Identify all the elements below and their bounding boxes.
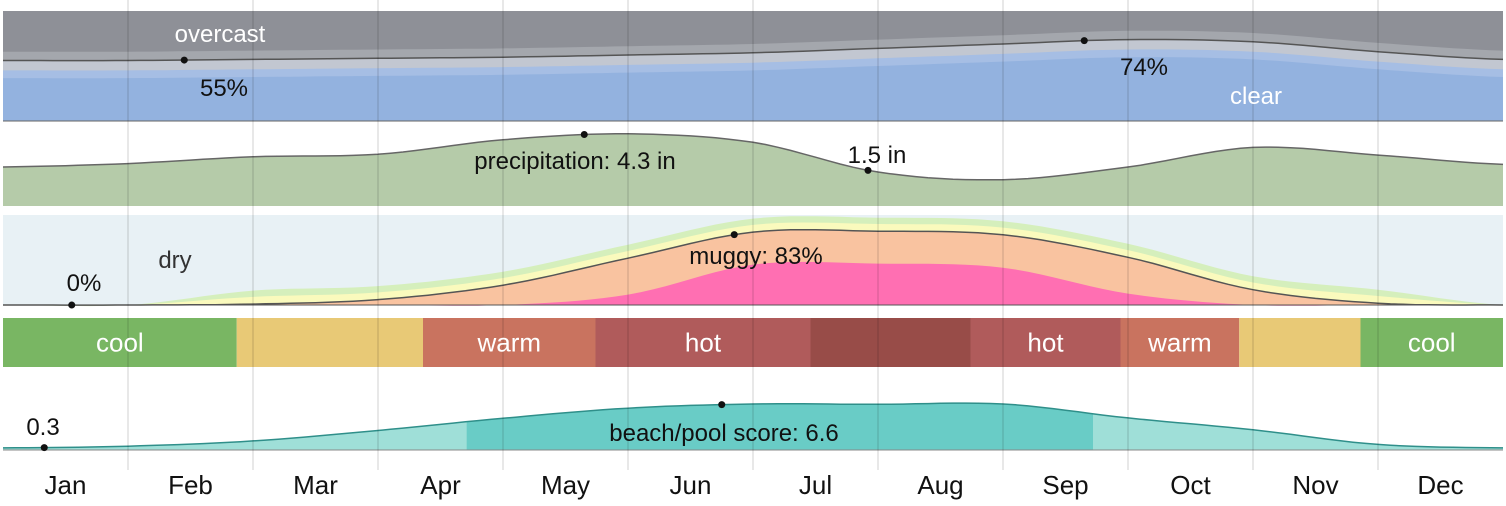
precipitation-panel xyxy=(2,133,1504,206)
temperature-band-label: warm xyxy=(476,328,541,358)
precipitation-marker xyxy=(864,166,872,174)
precipitation-max-label: precipitation: 4.3 in xyxy=(474,148,675,175)
month-gridlines xyxy=(127,0,1379,470)
temperature-band xyxy=(595,318,811,367)
month-label: Sep xyxy=(1042,470,1088,500)
month-label: Aug xyxy=(917,470,963,500)
beach-pool-panel xyxy=(2,402,1504,451)
humidity-min-label: 0% xyxy=(67,270,102,297)
beach-marker xyxy=(40,444,48,452)
temperature-band-label: hot xyxy=(685,328,722,358)
month-label: Jan xyxy=(45,470,87,500)
cloud-marker xyxy=(180,56,188,64)
temperature-band xyxy=(1239,318,1361,367)
beach-peak-season xyxy=(466,403,1093,450)
cloud-cover-panel xyxy=(3,11,1504,122)
beach-marker xyxy=(718,401,726,409)
clear-label: clear xyxy=(1230,83,1282,110)
temperature-panel xyxy=(3,318,1503,367)
month-label: Apr xyxy=(420,470,461,500)
overcast-label: overcast xyxy=(175,21,266,48)
temperature-band-label: hot xyxy=(1027,328,1064,358)
month-label: May xyxy=(541,470,590,500)
temperature-band xyxy=(3,318,237,367)
temperature-band xyxy=(1120,318,1240,367)
month-label: Dec xyxy=(1417,470,1463,500)
month-label: Mar xyxy=(293,470,338,500)
beach-min-label: 0.3 xyxy=(26,414,59,441)
temperature-band xyxy=(970,318,1121,367)
month-label: Nov xyxy=(1292,470,1338,500)
cloud-max-label: 74% xyxy=(1120,54,1168,81)
precipitation-area xyxy=(3,133,1503,206)
precipitation-min-label: 1.5 in xyxy=(848,142,907,169)
clear-band xyxy=(3,57,1503,121)
humidity-marker xyxy=(68,301,76,309)
month-label: Feb xyxy=(168,470,213,500)
humidity-panel xyxy=(3,215,1504,307)
month-label: Jul xyxy=(799,470,832,500)
temperature-band-label: cool xyxy=(1408,328,1456,358)
temperature-band xyxy=(1360,318,1503,367)
cloud-line xyxy=(3,38,1504,62)
temperature-band-label: warm xyxy=(1147,328,1212,358)
temperature-band xyxy=(236,318,423,367)
humidity-max-label: muggy: 83% xyxy=(689,243,822,270)
temperature-band-label: cool xyxy=(96,328,144,358)
precipitation-marker xyxy=(580,131,588,139)
month-label: Oct xyxy=(1170,470,1211,500)
precipitation-line xyxy=(2,133,1504,181)
month-label: Jun xyxy=(670,470,712,500)
humidity-marker xyxy=(730,231,738,239)
cloud-marker xyxy=(1080,37,1088,45)
month-axis: Jan Feb Mar Apr May Jun Jul Aug Sep Oct Nov Dec xyxy=(45,470,1464,500)
cloud-min-label: 55% xyxy=(200,75,248,102)
dry-label: dry xyxy=(158,247,191,274)
beach-max-label: beach/pool score: 6.6 xyxy=(609,420,839,447)
oppressive-band xyxy=(3,261,1503,306)
temperature-band xyxy=(810,318,971,367)
temperature-band xyxy=(423,318,596,367)
chart-labels: overcast clear 55% 74% precipitation: 4.3 in… xyxy=(26,21,1456,452)
beach-score-line xyxy=(2,402,1504,449)
muggy-line xyxy=(3,228,1504,306)
